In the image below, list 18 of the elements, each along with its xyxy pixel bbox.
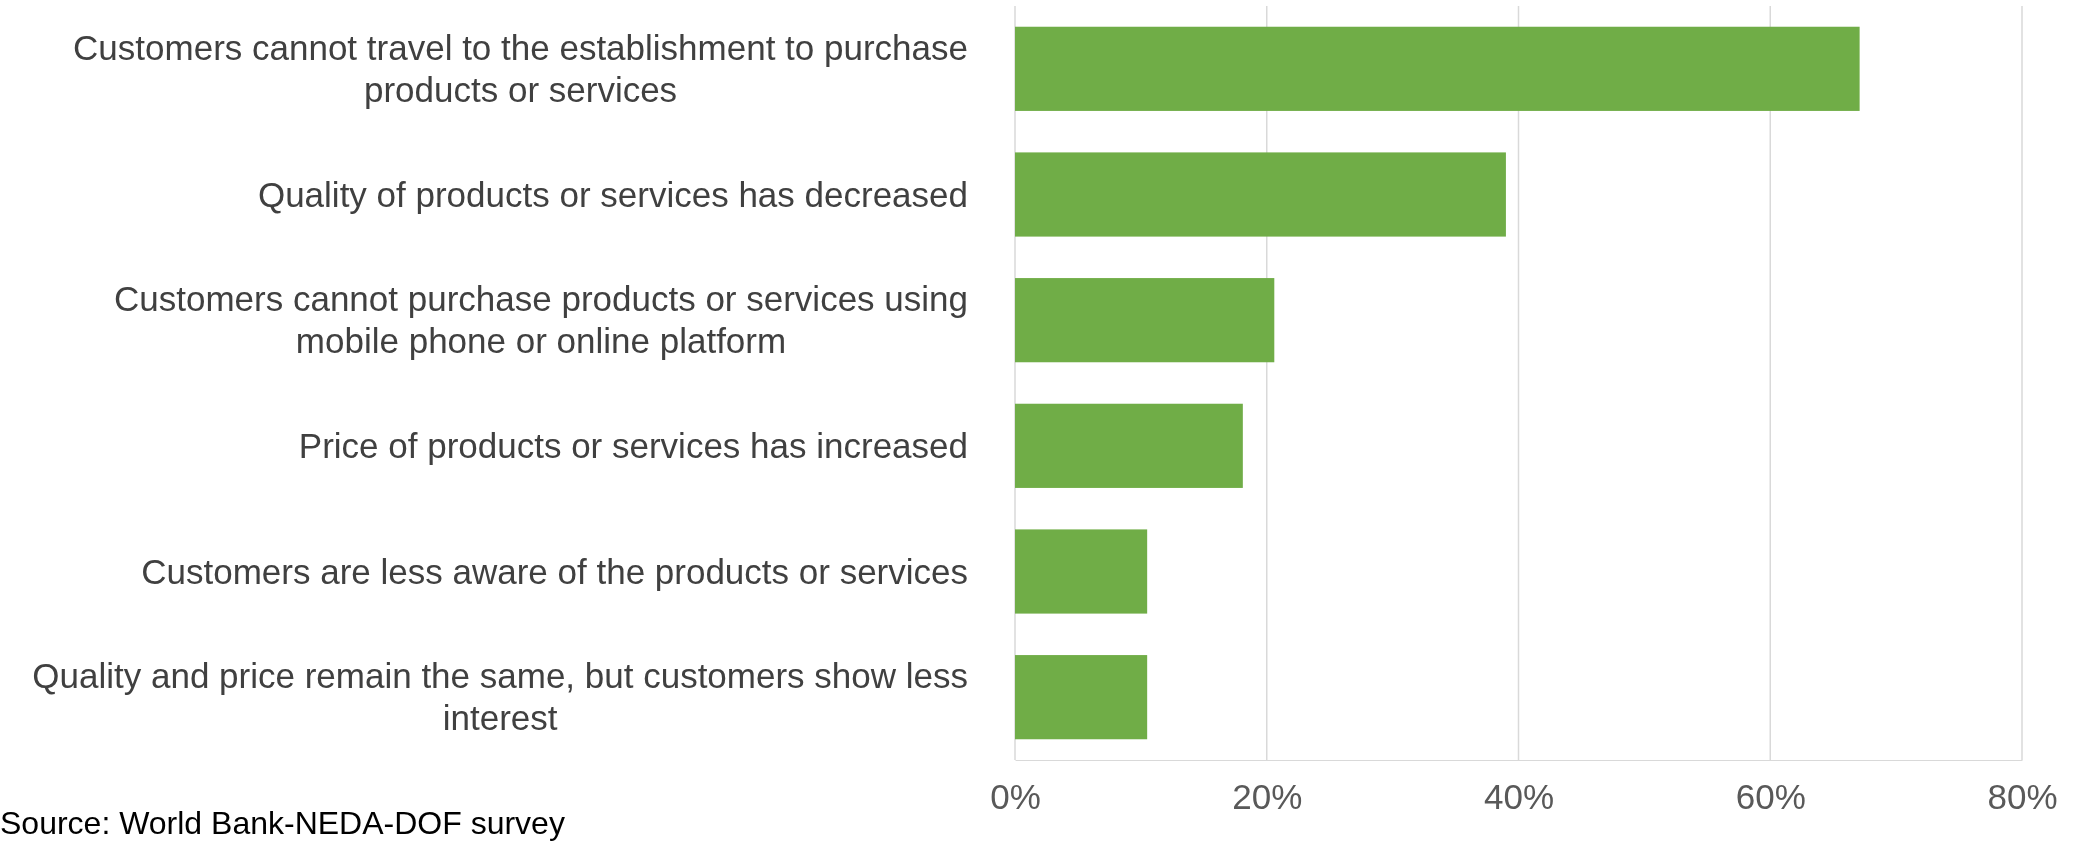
y-tick-label: Customers are less aware of the products or services <box>141 551 968 591</box>
x-tick-label: 0% <box>990 776 1041 816</box>
bar <box>1015 26 1860 111</box>
bar <box>1015 278 1275 363</box>
bar <box>1015 403 1243 488</box>
source-note: Source: World Bank-NEDA-DOF survey <box>0 805 565 841</box>
x-tick-label: 40% <box>1483 776 1555 816</box>
y-tick-label: Customers cannot purchase products or services using mobile phone or online platform <box>113 279 968 361</box>
x-tick-label: 60% <box>1735 776 1806 816</box>
y-tick-label: Quality and price remain the same, but customers show less interest <box>32 656 968 738</box>
y-tick-label: Quality of products or services has decreased <box>257 174 968 214</box>
bar <box>1015 529 1148 614</box>
bar <box>1015 655 1148 740</box>
bar <box>1015 152 1506 237</box>
x-tick-label: 80% <box>1987 776 2058 816</box>
y-tick-label: Price of products or services has increased <box>298 425 968 465</box>
y-tick-label: Customers cannot travel to the establishment to purchase products or services <box>73 27 968 109</box>
x-tick-label: 20% <box>1232 776 1303 816</box>
